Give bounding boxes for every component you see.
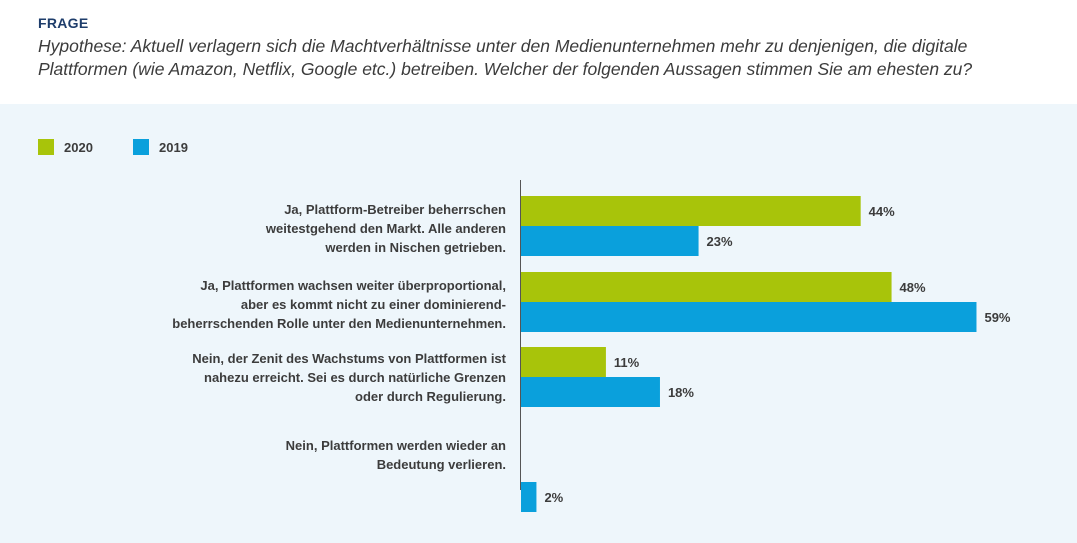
legend-item-2019: 2019 (133, 139, 188, 155)
legend-label-2020: 2020 (64, 139, 93, 155)
bar-2019 (521, 482, 537, 512)
section-label: FRAGE (38, 15, 89, 31)
bar-2020 (521, 272, 892, 302)
category-label: Nein, der Zenit des Wachstums von Plattf… (192, 351, 506, 404)
category-label: Ja, Plattform-Betreiber beherrschen weit… (265, 202, 506, 255)
data-label-2020: 48% (900, 280, 926, 295)
data-label-2019: 59% (984, 310, 1010, 325)
bar-2019 (521, 377, 660, 407)
data-label-2020: 44% (869, 204, 895, 219)
legend-swatch-2019 (133, 139, 149, 155)
data-label-2019: 23% (707, 234, 733, 249)
bar-2019 (521, 302, 977, 332)
category-label: Ja, Plattformen wachsen weiter überpropo… (172, 278, 506, 331)
bar-2020 (521, 196, 861, 226)
bar-2020 (521, 347, 606, 377)
data-label-2019: 2% (544, 490, 563, 505)
legend-label-2019: 2019 (159, 139, 188, 155)
bar-2019 (521, 226, 699, 256)
legend-swatch-2020 (38, 139, 54, 155)
data-label-2020: 11% (614, 355, 640, 370)
legend-item-2020: 2020 (38, 139, 93, 155)
question-text: Hypothese: Aktuell verlagern sich die Ma… (38, 36, 973, 79)
category-label: Nein, Plattformen werden wieder an Bedeu… (285, 438, 506, 472)
bar-group: 44% 23% 48% 59% 11% 18% 2% (521, 196, 1011, 512)
header: FRAGE Hypothese: Aktuell verlagern sich … (0, 0, 1077, 104)
data-label-2019: 18% (668, 385, 694, 400)
